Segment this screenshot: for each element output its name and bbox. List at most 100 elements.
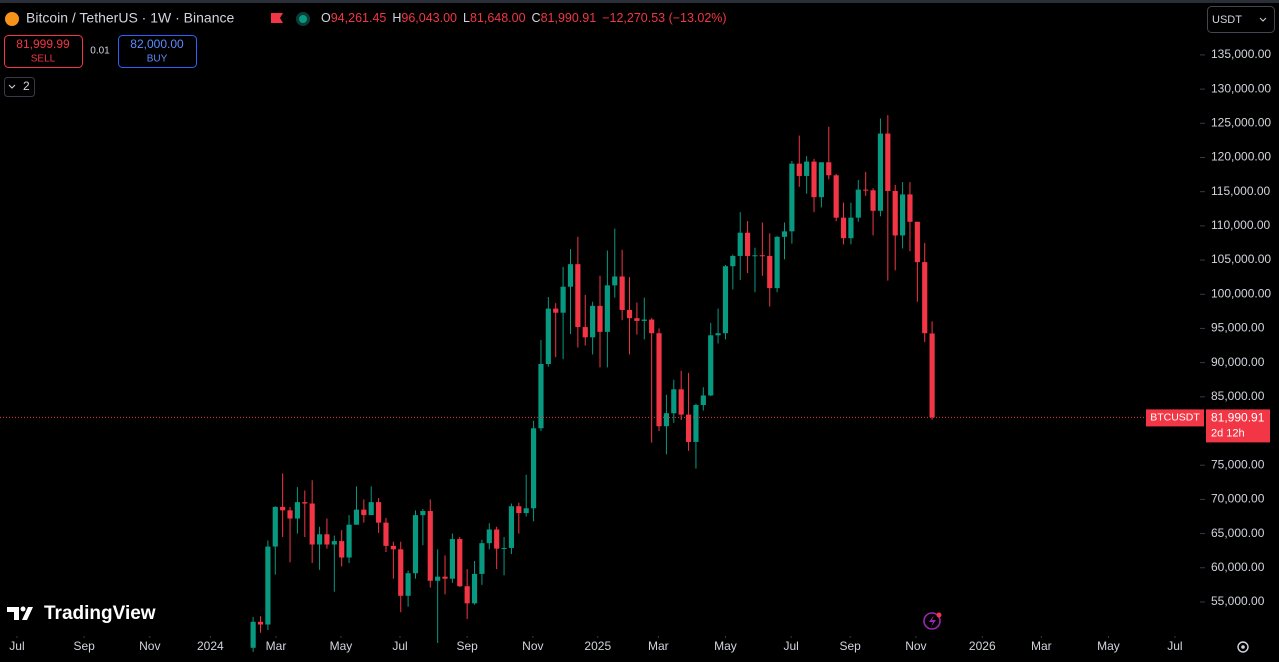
y-tick-label: 60,000.00 — [1211, 560, 1265, 574]
candle-body — [693, 405, 699, 442]
candle-body — [280, 506, 286, 511]
candle-body — [737, 232, 743, 256]
sell-price: 81,999.99 — [16, 37, 70, 51]
candle-body — [730, 255, 736, 267]
logo-text: TradingView — [44, 603, 156, 624]
candle-body — [848, 217, 854, 239]
price-tag-countdown: 2d 12h — [1211, 427, 1245, 439]
candle-body — [826, 162, 832, 176]
candle-body — [501, 547, 507, 549]
flag-icon[interactable] — [271, 13, 283, 23]
candle-body — [324, 534, 330, 545]
candle-body — [412, 515, 419, 574]
x-tick-label: 2024 — [197, 639, 224, 653]
candle-body — [626, 309, 633, 319]
candle-body — [265, 546, 271, 625]
candle-body — [376, 502, 382, 523]
candle-body — [804, 161, 810, 176]
plot-area — [0, 115, 1146, 652]
y-tick-label: 55,000.00 — [1211, 594, 1265, 608]
ohlc-key: O — [321, 11, 331, 25]
x-tick-label: May — [714, 639, 737, 653]
symbol-tag-text: BTCUSDT — [1150, 412, 1200, 424]
logo-mark — [7, 607, 33, 620]
notification-dot — [936, 612, 942, 618]
ohlc-value: 81,990.91 — [541, 11, 597, 25]
candle-body — [619, 276, 625, 310]
x-tick-label: Nov — [522, 639, 543, 653]
x-tick-label: Jul — [783, 639, 798, 653]
currency-select[interactable] — [1207, 6, 1275, 33]
candle-body — [796, 163, 802, 176]
candle-body — [722, 266, 729, 334]
symbol-tag — [1146, 409, 1204, 427]
sell-label: SELL — [31, 54, 56, 65]
price-tag-value: 81,990.91 — [1211, 411, 1265, 425]
x-tick-label: Nov — [139, 639, 160, 653]
y-tick-label: 95,000.00 — [1211, 321, 1265, 335]
candle-body — [855, 189, 861, 218]
y-tick-label: 70,000.00 — [1211, 492, 1265, 506]
candle-body — [745, 232, 751, 256]
candle-body — [671, 389, 677, 414]
candle-body — [464, 586, 470, 604]
coin-icon — [5, 12, 19, 26]
ohlc-key: C — [532, 11, 541, 25]
candle-body — [449, 539, 455, 579]
candle-body — [390, 545, 396, 550]
indicators-count: 2 — [23, 79, 30, 93]
candle-body — [457, 539, 463, 587]
candle-body — [900, 194, 906, 236]
candle-body — [781, 231, 788, 237]
settings-icon[interactable] — [1237, 641, 1249, 653]
candle-body — [715, 333, 721, 336]
candle-body — [302, 502, 308, 504]
candle-body — [553, 308, 559, 313]
candle-body — [257, 621, 264, 625]
sell-button[interactable] — [4, 35, 83, 68]
candle-body — [435, 576, 441, 581]
candle-body — [272, 506, 278, 547]
candle-body — [309, 503, 315, 545]
x-tick-label: Mar — [648, 639, 669, 653]
ohlc-value: 94,261.45 — [331, 11, 387, 25]
candle-body — [287, 510, 293, 519]
candle-body — [479, 543, 485, 574]
y-tick-label: 110,000.00 — [1211, 218, 1270, 232]
x-tick-label: Jul — [9, 639, 24, 653]
candle-body — [811, 161, 817, 198]
buy-label: BUY — [147, 54, 168, 65]
candle-body — [833, 175, 839, 218]
indicators-toggle[interactable] — [4, 77, 35, 97]
ohlc-value: 81,648.00 — [470, 11, 526, 25]
candle-body — [575, 264, 581, 328]
alert-icon[interactable] — [923, 612, 941, 630]
ohlc-value: 96,043.00 — [401, 11, 457, 25]
candle-body — [368, 502, 374, 516]
candle-body — [530, 428, 537, 509]
bolt — [929, 615, 936, 627]
y-tick-label: 100,000.00 — [1211, 286, 1271, 300]
candle-body — [420, 511, 426, 516]
y-tick-label: 135,000.00 — [1211, 47, 1271, 61]
candle-body — [471, 573, 478, 604]
y-tick-label: 65,000.00 — [1211, 526, 1265, 540]
candle-body — [405, 573, 411, 596]
candle-body — [523, 508, 529, 514]
change: −12,270.53 (−13.02%) — [602, 11, 726, 25]
candle-body — [870, 190, 876, 211]
candle-body — [538, 363, 544, 429]
candle-body — [759, 255, 765, 257]
ohlc-values: O94,261.45 H96,043.00 L81,648.00 C81,990.91… — [321, 11, 727, 25]
x-tick-label: Jul — [392, 639, 407, 653]
candle-body — [250, 621, 256, 648]
candle-body — [774, 236, 780, 289]
y-tick-label: 130,000.00 — [1211, 81, 1271, 95]
candle-body — [331, 541, 337, 545]
candle-body — [656, 333, 662, 427]
buy-price: 82,000.00 — [130, 37, 184, 51]
buy-button[interactable] — [118, 35, 197, 68]
candle-body — [508, 506, 515, 548]
x-tick-label: Jul — [1167, 639, 1182, 653]
